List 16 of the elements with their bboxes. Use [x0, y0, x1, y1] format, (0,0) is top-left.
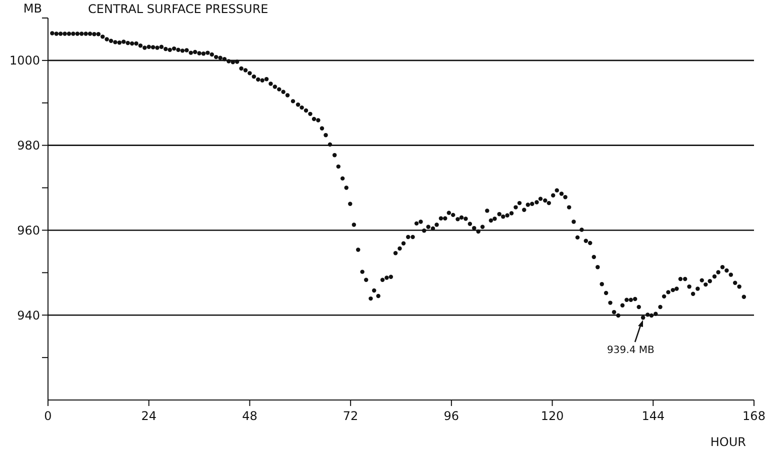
- x-tick-label: 48: [242, 409, 258, 423]
- x-tick-label: 72: [342, 409, 358, 423]
- x-tick-label: 168: [742, 409, 766, 423]
- y-tick-label: 980: [17, 138, 40, 153]
- y-tick-label: 960: [17, 223, 40, 238]
- y-axis-title: MB: [23, 2, 42, 16]
- x-tick-label: 144: [642, 409, 665, 423]
- y-tick-label: 1000: [9, 54, 40, 68]
- x-tick-label: 24: [141, 409, 156, 423]
- chart-title: CENTRAL SURFACE PRESSURE: [88, 2, 268, 16]
- annotation: 939.4 MB: [607, 344, 654, 356]
- x-tick-label: 0: [44, 409, 52, 423]
- x-tick-label: 96: [444, 409, 460, 423]
- x-axis-title: HOUR: [710, 435, 746, 449]
- y-tick-label: 940: [17, 308, 40, 322]
- x-tick-label: 120: [540, 409, 564, 423]
